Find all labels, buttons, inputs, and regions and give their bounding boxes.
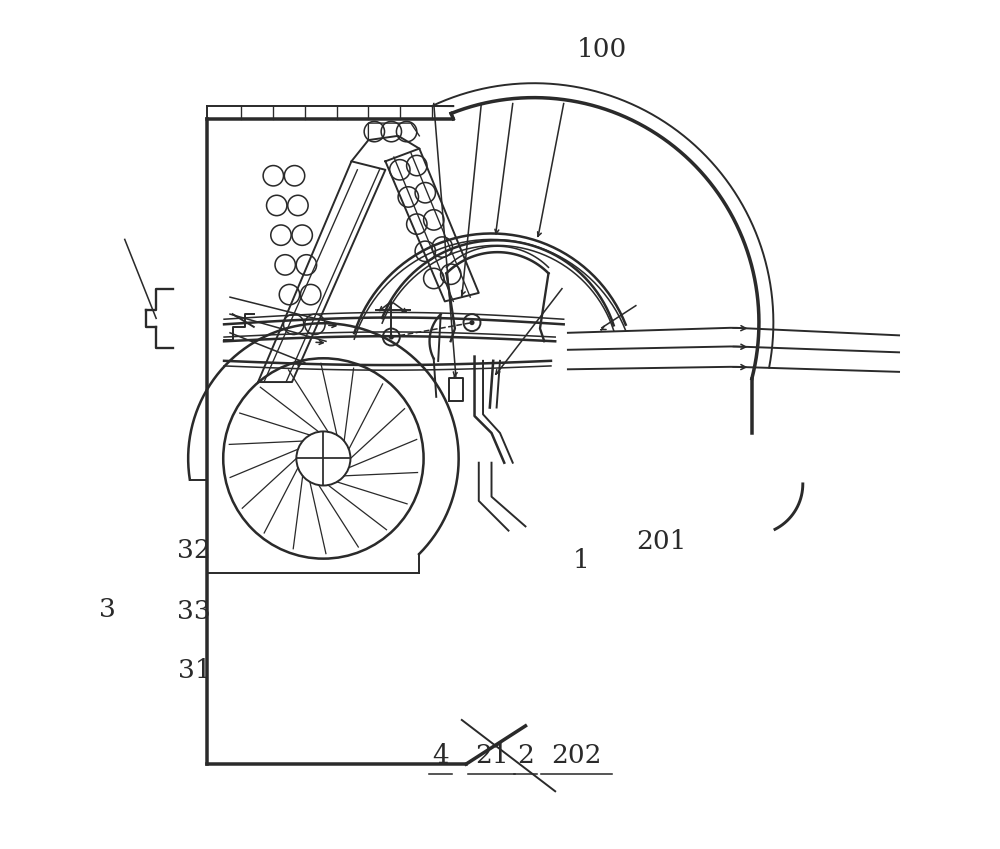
Text: 3: 3 [99, 597, 116, 622]
Text: 201: 201 [636, 529, 686, 554]
Text: 33: 33 [177, 599, 211, 624]
Text: 21: 21 [475, 743, 508, 768]
Text: 2: 2 [517, 743, 534, 768]
Text: 1: 1 [572, 548, 589, 573]
Text: 4: 4 [432, 743, 449, 768]
Text: 32: 32 [177, 537, 211, 563]
Circle shape [469, 320, 475, 325]
Text: 202: 202 [551, 743, 602, 768]
Text: 31: 31 [178, 658, 211, 683]
Text: 100: 100 [577, 37, 627, 62]
Circle shape [389, 335, 394, 340]
